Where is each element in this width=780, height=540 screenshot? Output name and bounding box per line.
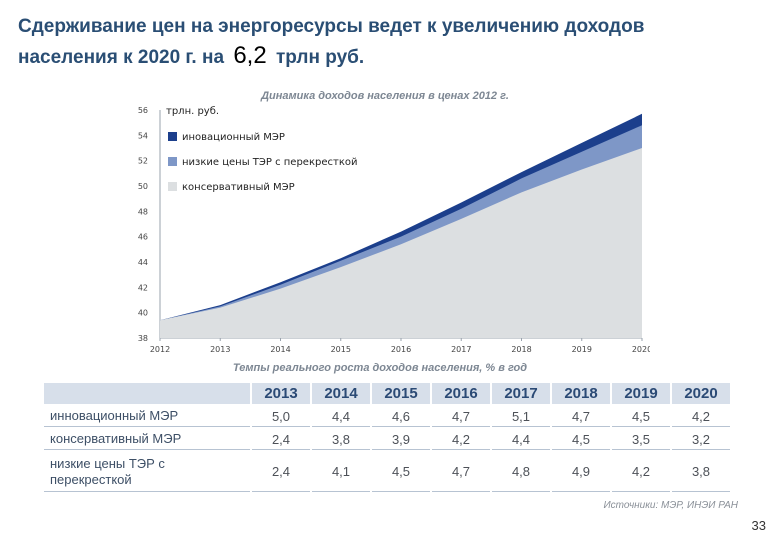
table-row: консервативный МЭР 2,4 3,8 3,9 4,2 4,4 4… — [44, 429, 730, 450]
table-cell: 2,4 — [252, 452, 310, 492]
y-tick-label: 42 — [138, 283, 148, 292]
table-cell: 3,8 — [672, 452, 730, 492]
y-tick-label: 50 — [138, 182, 148, 191]
column-header: 2016 — [432, 383, 490, 404]
title-text-part1: Сдерживание цен на энергоресурсы ведет к… — [18, 16, 645, 68]
table-header-row: 2013 2014 2015 2016 2017 2018 2019 2020 — [44, 383, 730, 404]
x-tick-label: 2019 — [572, 345, 592, 354]
table-cell: 4,2 — [432, 429, 490, 450]
y-tick-label: 44 — [138, 258, 148, 267]
column-header: 2013 — [252, 383, 310, 404]
x-tick-label: 2013 — [210, 345, 230, 354]
row-label: инновационный МЭР — [44, 406, 250, 427]
income-area-chart: 38 40 42 44 46 48 50 52 54 56 2012 2013 2014 2015 2016… — [138, 106, 650, 354]
table-cell: 4,5 — [612, 406, 670, 427]
table-cell: 3,9 — [372, 429, 430, 450]
legend-label: низкие цены ТЭР с перекресткой — [182, 157, 357, 168]
column-header: 2017 — [492, 383, 550, 404]
y-tick-label: 56 — [138, 106, 148, 115]
area-series-3 — [160, 148, 642, 338]
table-corner-cell — [44, 383, 250, 404]
row-label: низкие цены ТЭР с перекресткой — [44, 452, 250, 492]
y-tick-label: 38 — [138, 334, 148, 343]
table-cell: 3,8 — [312, 429, 370, 450]
legend-swatch — [168, 182, 177, 191]
y-tick-label: 54 — [138, 131, 148, 140]
table-cell: 4,2 — [672, 406, 730, 427]
column-header: 2015 — [372, 383, 430, 404]
table-cell: 4,5 — [372, 452, 430, 492]
table-cell: 4,6 — [372, 406, 430, 427]
source-note: Источники: МЭР, ИНЭИ РАН — [603, 500, 738, 511]
column-header: 2014 — [312, 383, 370, 404]
chart-title: Динамика доходов населения в ценах 2012 … — [261, 90, 509, 102]
x-tick-label: 2017 — [451, 345, 471, 354]
table-cell: 4,1 — [312, 452, 370, 492]
y-tick-label: 46 — [138, 233, 148, 242]
table-title: Темпы реального роста доходов населения,… — [232, 362, 528, 374]
table-cell: 4,7 — [432, 406, 490, 427]
table-cell: 4,7 — [432, 452, 490, 492]
table-cell: 4,2 — [612, 452, 670, 492]
y-axis-unit-label: трлн. руб. — [166, 106, 219, 117]
page-number: 33 — [751, 518, 766, 533]
y-tick-label: 40 — [138, 309, 148, 318]
table-cell: 4,4 — [492, 429, 550, 450]
title-highlight-value: 6,2 — [233, 42, 267, 69]
column-header: 2018 — [552, 383, 610, 404]
y-tick-label: 52 — [138, 157, 148, 166]
table-row: низкие цены ТЭР с перекресткой 2,4 4,1 4… — [44, 452, 730, 492]
row-label: консервативный МЭР — [44, 429, 250, 450]
x-tick-label: 2014 — [270, 345, 290, 354]
legend-swatch — [168, 132, 177, 141]
legend-swatch — [168, 157, 177, 166]
table-cell: 4,8 — [492, 452, 550, 492]
x-tick-label: 2016 — [391, 345, 411, 354]
table-cell: 4,7 — [552, 406, 610, 427]
table-row: инновационный МЭР 5,0 4,4 4,6 4,7 5,1 4,… — [44, 406, 730, 427]
table-cell: 3,2 — [672, 429, 730, 450]
legend-label: консервативный МЭР — [182, 182, 295, 193]
x-tick-label: 2012 — [150, 345, 170, 354]
table-cell: 2,4 — [252, 429, 310, 450]
table-cell: 5,0 — [252, 406, 310, 427]
growth-rate-table: 2013 2014 2015 2016 2017 2018 2019 2020 … — [42, 381, 732, 494]
column-header: 2019 — [612, 383, 670, 404]
x-tick-label: 2018 — [511, 345, 531, 354]
table-cell: 4,9 — [552, 452, 610, 492]
table-cell: 5,1 — [492, 406, 550, 427]
x-tick-label: 2015 — [331, 345, 351, 354]
legend-label: иновационный МЭР — [182, 132, 285, 143]
table-cell: 3,5 — [612, 429, 670, 450]
table-cell: 4,5 — [552, 429, 610, 450]
y-tick-label: 48 — [138, 207, 148, 216]
x-tick-label: 2020 — [632, 345, 650, 354]
column-header: 2020 — [672, 383, 730, 404]
table-cell: 4,4 — [312, 406, 370, 427]
slide-title: Сдерживание цен на энергоресурсы ведет к… — [18, 12, 738, 72]
title-text-part2: трлн руб. — [275, 47, 365, 68]
